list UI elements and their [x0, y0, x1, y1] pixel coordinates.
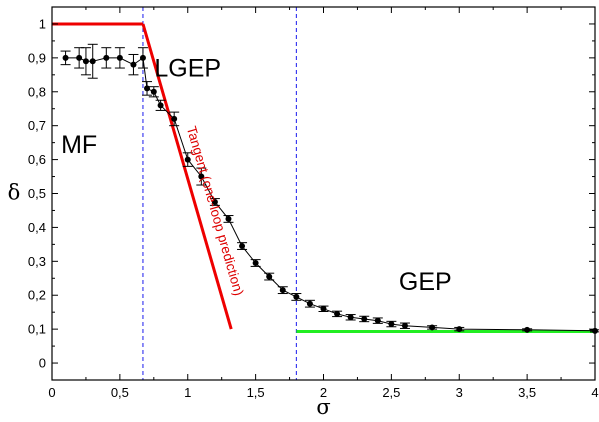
- data-point: [144, 85, 151, 92]
- data-point: [157, 102, 164, 109]
- y-tick-label: 0,7: [28, 118, 46, 133]
- reference-line: [141, 23, 233, 330]
- data-point: [116, 54, 123, 61]
- data-point: [225, 215, 232, 222]
- region-label-lgep: LGEP: [154, 55, 221, 83]
- data-point: [334, 310, 341, 317]
- data-point: [374, 317, 381, 324]
- data-point: [184, 156, 191, 163]
- data-point: [388, 321, 395, 328]
- y-tick-label: 0,1: [28, 322, 46, 337]
- data-point: [456, 326, 463, 333]
- x-tick-label: 3: [456, 385, 463, 400]
- y-tick-label: 1: [39, 16, 46, 31]
- data-point: [211, 198, 218, 205]
- series-line: [65, 57, 596, 332]
- data-point: [198, 173, 205, 180]
- x-axis-label: σ: [316, 395, 330, 419]
- data-point: [171, 115, 178, 122]
- data-point: [62, 54, 69, 61]
- x-tick-label: 1,5: [247, 385, 265, 400]
- region-label-gep: GEP: [399, 268, 452, 296]
- data-point: [89, 58, 96, 65]
- x-tick-label: 2: [320, 385, 327, 400]
- data-point: [401, 322, 408, 329]
- data-point: [320, 305, 327, 312]
- x-tick-label: 3,5: [518, 385, 536, 400]
- data-point: [239, 243, 246, 250]
- region-label-mf: MF: [61, 131, 97, 159]
- y-tick-label: 0,2: [28, 288, 46, 303]
- data-point: [266, 273, 273, 280]
- data-point: [279, 287, 286, 294]
- axis-ticks: 0 0,5 1 1,5 2 2,5 3 3,5 4 0 0,1 0,2 0,3 0,4 0,5 0,6 0,7 0…: [28, 7, 599, 400]
- x-tick-label: 0: [48, 385, 55, 400]
- data-point: [252, 260, 259, 267]
- data-point: [293, 293, 300, 300]
- data-point: [524, 326, 531, 333]
- x-tick-label: 2,5: [382, 385, 400, 400]
- x-tick-label: 4: [591, 385, 598, 400]
- data-point: [130, 61, 137, 68]
- data-point: [150, 88, 157, 95]
- data-point: [306, 300, 313, 307]
- y-tick-label: 0,3: [28, 254, 46, 269]
- data-point: [82, 58, 89, 65]
- y-tick-label: 0,4: [28, 220, 46, 235]
- x-tick-label: 1: [184, 385, 191, 400]
- y-tick-label: 0,5: [28, 186, 46, 201]
- data-point: [103, 54, 110, 61]
- data-point: [139, 54, 146, 61]
- y-tick-label: 0: [39, 356, 46, 371]
- x-tick-label: 0,5: [111, 385, 129, 400]
- data-point: [429, 324, 436, 331]
- y-axis-label: δ: [8, 181, 21, 205]
- y-tick-label: 0,8: [28, 84, 46, 99]
- data-point: [76, 54, 83, 61]
- data-point: [361, 315, 368, 322]
- y-tick-label: 0,6: [28, 152, 46, 167]
- plot-area: [52, 7, 599, 380]
- y-tick-label: 0,9: [28, 50, 46, 65]
- data-point: [347, 314, 354, 321]
